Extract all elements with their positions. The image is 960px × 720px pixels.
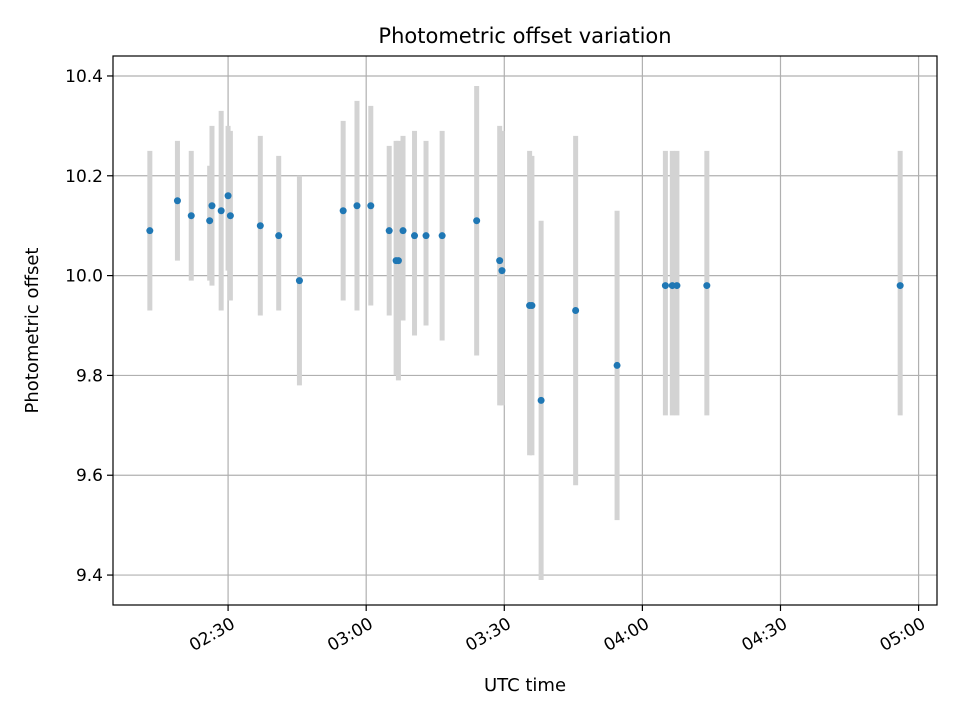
data-point [275,232,283,240]
data-point [226,212,234,220]
data-point [208,202,216,210]
y-tick-label: 9.6 [76,466,103,486]
data-point [353,202,361,210]
ticks: 02:30 03:00 03:30 04:00 04:30 05:009.49.69.81… [65,67,929,656]
data-point [394,257,402,265]
data-point [528,302,536,310]
data-point [422,232,430,240]
data-point [498,267,506,275]
data-point [572,307,580,315]
data-point [411,232,419,240]
data-point [537,396,545,404]
data-point [339,207,347,215]
data-point [173,197,181,205]
data-point [496,257,504,265]
y-tick-label: 9.4 [76,566,103,586]
y-tick-label: 10.4 [65,67,103,87]
data-point [385,227,393,235]
data-point [438,232,446,240]
data-point [673,282,681,290]
data-point [661,282,669,290]
data-point [399,227,407,235]
chart-title: Photometric offset variation [378,24,671,48]
data-point [473,217,481,225]
data-point [295,277,303,285]
data-points [146,192,904,404]
data-point [224,192,232,200]
data-point [367,202,375,210]
y-axis-title: Photometric offset [22,248,43,414]
data-point [146,227,154,235]
data-point [613,361,621,369]
x-axis-title: UTC time [484,675,566,696]
data-point [206,217,214,225]
data-point [187,212,195,220]
data-point [703,282,711,290]
data-point [256,222,264,230]
y-tick-label: 9.8 [76,366,103,386]
y-tick-label: 10.2 [65,167,103,187]
plot-frame [112,55,938,606]
data-point [896,282,904,290]
data-point [217,207,225,215]
y-tick-label: 10.0 [65,267,103,287]
